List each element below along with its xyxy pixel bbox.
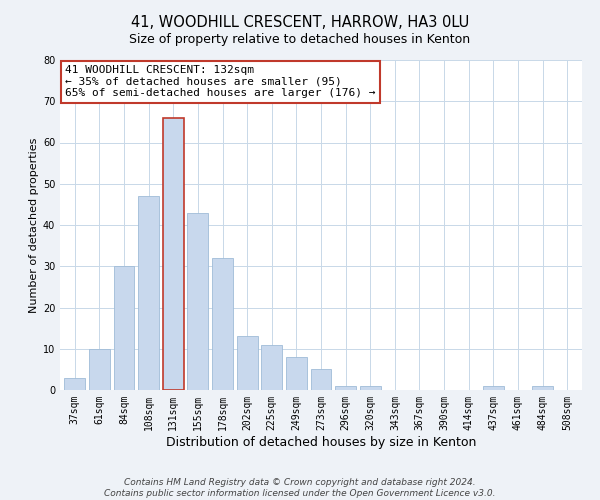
Bar (360, 386, 381, 390)
Bar (286, 357, 307, 390)
Bar (335, 386, 356, 390)
Text: Size of property relative to detached houses in Kenton: Size of property relative to detached ho… (130, 32, 470, 46)
Bar (212, 258, 233, 390)
Bar (532, 386, 553, 390)
Bar (187, 212, 208, 390)
Bar (483, 386, 504, 390)
Bar (89, 349, 110, 390)
Y-axis label: Number of detached properties: Number of detached properties (29, 138, 38, 312)
Bar (311, 370, 331, 390)
Bar (138, 196, 159, 390)
Bar (236, 336, 257, 390)
Bar (163, 118, 184, 390)
Bar (64, 378, 85, 390)
Bar (113, 266, 134, 390)
Text: 41 WOODHILL CRESCENT: 132sqm
← 35% of detached houses are smaller (95)
65% of se: 41 WOODHILL CRESCENT: 132sqm ← 35% of de… (65, 65, 376, 98)
Bar (261, 344, 282, 390)
Text: 41, WOODHILL CRESCENT, HARROW, HA3 0LU: 41, WOODHILL CRESCENT, HARROW, HA3 0LU (131, 15, 469, 30)
X-axis label: Distribution of detached houses by size in Kenton: Distribution of detached houses by size … (166, 436, 476, 448)
Text: Contains HM Land Registry data © Crown copyright and database right 2024.
Contai: Contains HM Land Registry data © Crown c… (104, 478, 496, 498)
